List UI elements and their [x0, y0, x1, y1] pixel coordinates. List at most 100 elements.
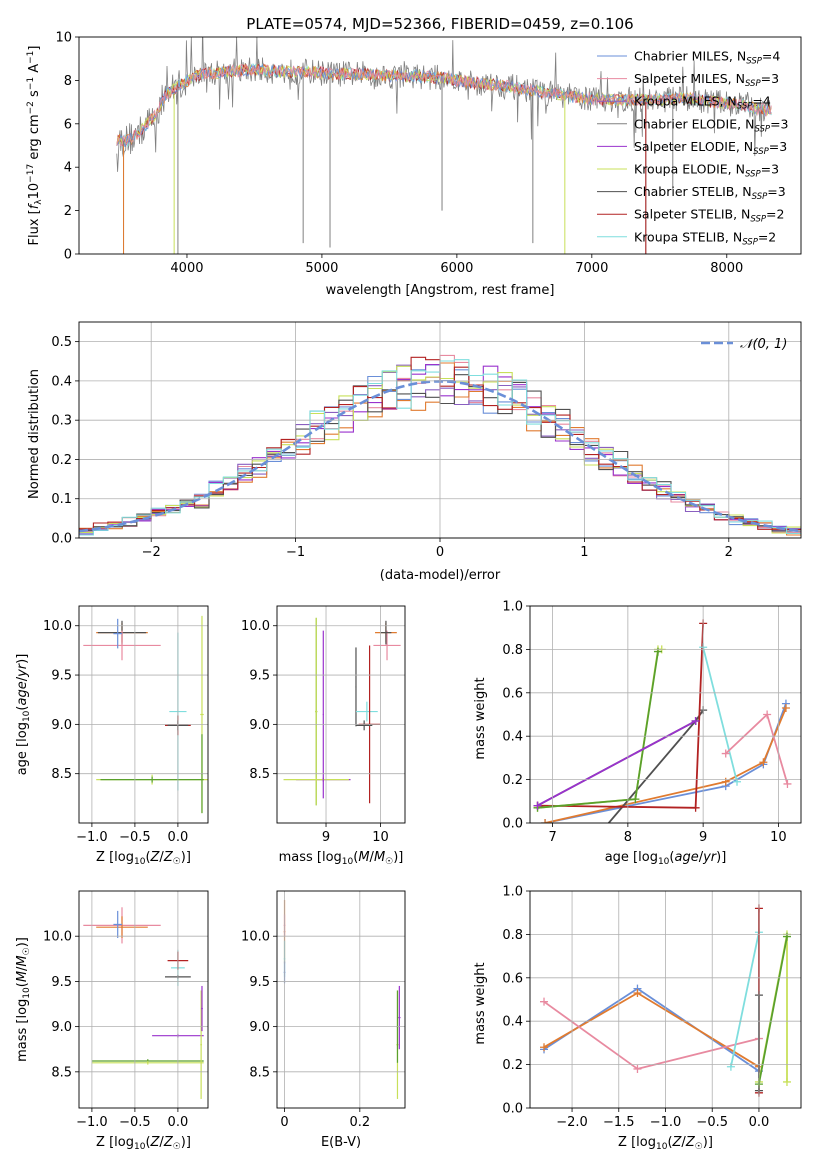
- weight-marker: [541, 819, 550, 823]
- plot-area: [283, 900, 401, 1099]
- weight-marker: [782, 932, 791, 941]
- weight-line: [537, 648, 662, 809]
- y-tick-label: 10.0: [43, 930, 72, 945]
- legend-entry: Salpeter MILES, NSSP=3: [634, 71, 779, 89]
- x-axis-label: (data-model)/error: [380, 568, 501, 583]
- x-tick-label: 4000: [170, 261, 203, 276]
- legend-entry: Salpeter ELODIE, NSSP=3: [634, 139, 787, 157]
- weight-marker: [763, 710, 772, 719]
- x-tick-label: −0.5: [696, 1115, 728, 1130]
- y-tick-label: 9.5: [51, 669, 72, 684]
- weight-line: [730, 932, 760, 1067]
- axes-frame: [78, 605, 209, 824]
- weight-marker: [721, 777, 730, 786]
- x-tick-label: 5000: [305, 261, 338, 276]
- y-tick-label: 0.4: [502, 1015, 523, 1030]
- x-tick-label: −2.0: [556, 1115, 588, 1130]
- weight-marker: [653, 647, 662, 656]
- weight-marker: [759, 758, 768, 767]
- weight-line: [544, 703, 787, 823]
- weight-marker: [631, 795, 640, 804]
- x-tick-label: 0.0: [168, 830, 189, 845]
- weight-marker: [733, 777, 742, 786]
- x-tick-label: 0.0: [168, 1115, 189, 1130]
- weight-marker: [782, 1077, 791, 1086]
- y-axis-label: Flux [fλ10−17 erg cm−2 s−1 A−1]: [26, 46, 44, 246]
- weight-marker: [586, 841, 594, 849]
- weight-marker: [633, 1064, 642, 1073]
- x-tick-label: 0.2: [349, 1115, 370, 1130]
- x-tick-label: 7000: [575, 261, 608, 276]
- y-tick-label: 0.5: [51, 335, 72, 350]
- y-tick-label: 4: [64, 161, 72, 176]
- y-tick-label: 0.0: [502, 817, 523, 832]
- weight-marker: [540, 997, 549, 1006]
- x-tick-label: −0.5: [119, 1115, 151, 1130]
- x-axis-label: Z [log10(Z/Z☉)]: [96, 1135, 191, 1152]
- y-tick-label: 0: [64, 248, 72, 263]
- weight-marker: [721, 749, 730, 758]
- plots: 4000 5000 6000 7000 8000 0 2 4 6 8 10 wavelength [A…: [15, 31, 802, 1152]
- y-tick-label: 6: [64, 117, 72, 132]
- y-tick-label: 0.4: [51, 374, 72, 389]
- panel-mass_vs_ebv: 0 0.2 8.5 9.0 9.5 10.0 E(B-V): [241, 890, 406, 1150]
- x-axis-label: E(B-V): [321, 1135, 361, 1150]
- y-tick-label: 0.2: [502, 1058, 523, 1073]
- normal-curve: [79, 379, 799, 533]
- y-tick-label: 10.0: [241, 619, 270, 634]
- y-tick-label: 0.0: [502, 1102, 523, 1117]
- y-tick-label: 2: [64, 204, 72, 219]
- x-tick-label: −2: [142, 545, 161, 560]
- x-tick-label: 8000: [710, 261, 743, 276]
- y-tick-label: 0.2: [51, 453, 72, 468]
- y-axis-label: mass weight: [473, 962, 488, 1044]
- x-tick-label: −1.5: [603, 1115, 635, 1130]
- x-tick-label: 10: [372, 830, 389, 845]
- weight-marker: [726, 1062, 735, 1071]
- x-axis-label: Z [log10(Z/Z☉)]: [96, 850, 191, 867]
- panel-mass_vs_Z: −1.0 −0.5 0.0 8.5 9.0 9.5 10.0 Z [log10(Z/Z☉)] m…: [15, 890, 209, 1152]
- weight-marker: [691, 803, 700, 812]
- y-axis-label: mass [log10(M/M☉)]: [15, 937, 32, 1062]
- y-tick-label: 0.6: [502, 686, 523, 701]
- y-tick-label: 8.5: [51, 767, 72, 782]
- plot-area: [533, 619, 792, 849]
- legend-entry: Chabrier ELODIE, NSSP=3: [634, 116, 789, 134]
- y-tick-label: 0.3: [51, 414, 72, 429]
- figure-title: PLATE=0574, MJD=52366, FIBERID=0459, z=0…: [246, 15, 633, 33]
- y-axis-label: age [log10(age/yr)]: [15, 654, 32, 776]
- panel-residuals: −2 −1 0 1 2 0.0 0.1 0.2 0.3 0.4 0.5 (data-model)/er…: [27, 321, 802, 583]
- x-tick-label: 6000: [440, 261, 473, 276]
- y-tick-label: 0.8: [502, 643, 523, 658]
- plot-area: [283, 617, 401, 806]
- x-tick-label: 8: [624, 830, 632, 845]
- weight-marker: [783, 779, 792, 788]
- y-tick-label: 10: [55, 31, 72, 46]
- x-axis-label: mass [log10(M/M☉)]: [279, 850, 404, 867]
- x-tick-label: −1.0: [650, 1115, 682, 1130]
- x-tick-label: −0.5: [119, 830, 151, 845]
- legend-entry: Kroupa STELIB, NSSP=2: [634, 229, 776, 247]
- y-tick-label: 0.4: [502, 730, 523, 745]
- weight-line: [758, 936, 788, 1085]
- axes-frame: [78, 321, 802, 539]
- weight-marker: [633, 988, 642, 997]
- y-tick-label: 9.0: [51, 1020, 72, 1035]
- weight-line: [607, 720, 697, 823]
- y-tick-label: 1.0: [502, 600, 523, 615]
- residual-legend: 𝒩(0, 1): [701, 337, 787, 352]
- x-tick-label: 2: [725, 545, 733, 560]
- spectrum-data-line: [116, 37, 772, 172]
- y-tick-label: 0.0: [51, 532, 72, 547]
- y-tick-label: 0.1: [51, 492, 72, 507]
- weight-marker: [781, 703, 790, 712]
- x-tick-label: 10: [770, 830, 787, 845]
- x-tick-label: 0: [280, 1115, 288, 1130]
- x-axis-label: wavelength [Angstrom, rest frame]: [326, 283, 555, 298]
- y-tick-label: 10.0: [241, 930, 270, 945]
- axes-frame: [529, 605, 802, 824]
- legend-entry: Chabrier MILES, NSSP=4: [634, 49, 780, 67]
- x-tick-label: −1.0: [76, 1115, 108, 1130]
- axes-frame: [276, 890, 406, 1109]
- legend-entry: Salpeter STELIB, NSSP=2: [634, 207, 784, 225]
